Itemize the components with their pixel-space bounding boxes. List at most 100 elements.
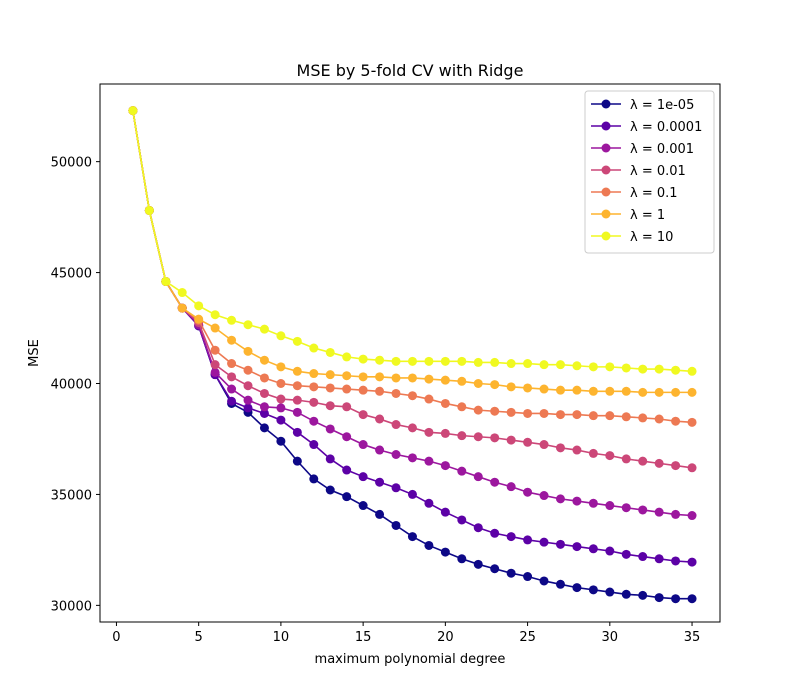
x-tick-label: 25 — [519, 630, 536, 645]
y-axis-label: MSE — [27, 339, 42, 367]
data-point — [687, 366, 697, 376]
data-point — [259, 373, 269, 383]
data-point — [161, 276, 171, 286]
data-point — [259, 423, 269, 433]
data-point — [407, 373, 417, 383]
data-point — [588, 498, 598, 508]
data-point — [506, 482, 516, 492]
data-point — [457, 356, 467, 366]
data-point — [473, 432, 483, 442]
data-point — [227, 396, 237, 406]
data-point — [523, 535, 533, 545]
data-point — [671, 416, 681, 426]
data-point — [309, 369, 319, 379]
data-point — [210, 310, 220, 320]
data-point — [440, 428, 450, 438]
data-point — [605, 587, 615, 597]
data-point — [375, 445, 385, 455]
data-point — [539, 491, 549, 501]
data-point — [325, 485, 335, 495]
data-point — [555, 385, 565, 395]
data-point — [358, 385, 368, 395]
data-point — [555, 410, 565, 420]
data-point — [292, 336, 302, 346]
data-point — [621, 549, 631, 559]
data-point — [687, 463, 697, 473]
data-point — [523, 359, 533, 369]
data-point — [671, 461, 681, 471]
data-point — [588, 544, 598, 554]
data-point — [210, 345, 220, 355]
data-point — [358, 440, 368, 450]
data-point — [687, 417, 697, 427]
data-point — [671, 509, 681, 519]
legend-label: λ = 1 — [630, 208, 665, 223]
data-point — [572, 445, 582, 455]
data-point — [292, 456, 302, 466]
x-axis: 0 5 10 15 20 25 30 35 — [112, 622, 700, 645]
data-point — [523, 487, 533, 497]
data-point — [407, 423, 417, 433]
data-point — [457, 466, 467, 476]
data-point — [358, 410, 368, 420]
data-point — [194, 314, 204, 324]
data-point — [342, 352, 352, 362]
data-point — [375, 355, 385, 365]
data-point — [309, 440, 319, 450]
data-point — [440, 398, 450, 408]
data-point — [375, 386, 385, 396]
data-point — [358, 501, 368, 511]
data-point — [342, 371, 352, 381]
data-point — [259, 324, 269, 334]
legend-swatch-marker — [601, 121, 611, 131]
data-point — [687, 594, 697, 604]
data-point — [457, 554, 467, 564]
data-point — [210, 367, 220, 377]
data-point — [391, 449, 401, 459]
data-point — [276, 415, 286, 425]
data-point — [424, 498, 434, 508]
x-tick-label: 30 — [602, 630, 619, 645]
x-tick-label: 10 — [273, 630, 290, 645]
data-point — [506, 435, 516, 445]
data-point — [473, 523, 483, 533]
data-point — [391, 356, 401, 366]
data-point — [276, 362, 286, 372]
data-point — [309, 397, 319, 407]
legend-label: λ = 0.1 — [630, 186, 678, 201]
data-point — [638, 413, 648, 423]
data-point — [621, 503, 631, 513]
data-point — [391, 373, 401, 383]
data-point — [687, 387, 697, 397]
x-tick-label: 35 — [684, 630, 701, 645]
data-point — [638, 364, 648, 374]
data-point — [506, 532, 516, 542]
data-point — [424, 540, 434, 550]
data-point — [605, 362, 615, 372]
data-point — [407, 453, 417, 463]
data-point — [292, 366, 302, 376]
data-point — [539, 440, 549, 450]
data-point — [638, 505, 648, 515]
data-point — [276, 394, 286, 404]
data-point — [325, 454, 335, 464]
data-point — [358, 472, 368, 482]
data-point — [325, 401, 335, 411]
data-point — [227, 372, 237, 382]
data-point — [654, 458, 664, 468]
data-point — [654, 414, 664, 424]
data-point — [572, 410, 582, 420]
data-point — [572, 583, 582, 593]
data-point — [391, 420, 401, 430]
data-point — [555, 579, 565, 589]
data-point — [654, 593, 664, 603]
data-point — [539, 384, 549, 394]
legend-swatch-marker — [601, 209, 611, 219]
data-point — [243, 395, 253, 405]
data-point — [654, 387, 664, 397]
data-point — [440, 547, 450, 557]
data-point — [638, 590, 648, 600]
data-point — [325, 370, 335, 380]
y-axis: 30000 35000 40000 45000 50000 — [51, 156, 100, 614]
data-point — [325, 424, 335, 434]
